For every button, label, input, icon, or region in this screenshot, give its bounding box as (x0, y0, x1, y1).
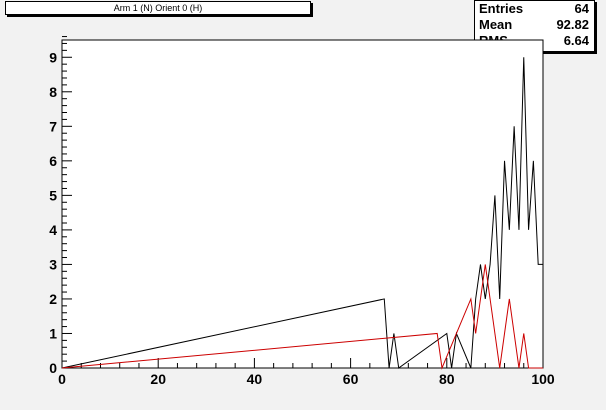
stat-value: 6.64 (563, 33, 589, 48)
stat-value: 64 (574, 1, 589, 16)
y-tick-label: 1 (49, 325, 57, 341)
y-tick-label: 9 (49, 49, 57, 65)
histogram-series-1 (61, 264, 543, 370)
y-tick-label: 0 (49, 360, 57, 376)
stat-label: Mean (479, 17, 513, 32)
y-tick-label: 8 (49, 84, 57, 100)
histogram-series (61, 57, 544, 370)
histogram-title: Arm 1 (N) Orient 0 (H) (5, 1, 311, 15)
tick-labels: 0 20 40 60 80 100 0 1 2 3 4 5 6 7 8 9 (49, 49, 555, 387)
y-tick-label: 6 (49, 153, 57, 169)
x-tick-label: 60 (343, 371, 359, 387)
axis-ticks (61, 36, 544, 369)
y-tick-label: 5 (49, 187, 57, 203)
stat-label: Entries (479, 1, 524, 16)
y-tick-label: 2 (49, 291, 57, 307)
y-tick-label: 3 (49, 256, 57, 272)
x-tick-label: 40 (247, 371, 263, 387)
histogram-series-0 (61, 57, 544, 369)
x-tick-label: 100 (531, 371, 555, 387)
y-tick-label: 4 (49, 222, 57, 238)
stat-row-mean: Mean 92.82 (479, 17, 589, 33)
stat-value: 92.82 (556, 17, 589, 32)
plot-frame (61, 39, 544, 369)
stat-row-entries: Entries 64 (479, 1, 589, 17)
x-tick-label: 80 (439, 371, 455, 387)
y-tick-label: 7 (49, 118, 57, 134)
x-tick-label: 20 (150, 371, 166, 387)
x-tick-label: 0 (58, 371, 66, 387)
